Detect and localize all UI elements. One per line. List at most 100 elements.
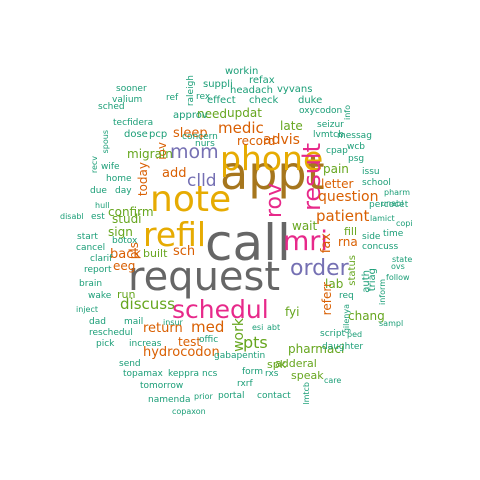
word-fill: fill	[344, 225, 358, 238]
word-valium: valium	[112, 95, 143, 105]
word-wife: wife	[101, 162, 120, 172]
word-sch: sch	[173, 244, 196, 259]
word-today: today	[136, 162, 150, 197]
word-pharmaci: pharmaci	[288, 342, 345, 356]
word-copaxon: copaxon	[172, 407, 206, 416]
word-state: state	[392, 255, 413, 264]
word-pts: pts	[243, 333, 268, 352]
word-vyvans: vyvans	[277, 84, 313, 95]
word-dose: dose	[124, 129, 148, 140]
word-sign: sign	[108, 225, 133, 239]
word-start: start	[77, 232, 98, 242]
word-gilenya: gilenya	[342, 304, 351, 334]
word-adderal: adderal	[275, 357, 317, 370]
word-headach: headach	[230, 85, 273, 96]
word-topamax: topamax	[123, 369, 163, 379]
word-status: status	[347, 255, 358, 286]
word-sleep: sleep	[173, 126, 208, 141]
word-approv: approv	[173, 110, 208, 121]
word-cpap: cpap	[326, 146, 348, 156]
word-fyi: fyi	[285, 305, 300, 319]
word-sched: sched	[98, 102, 125, 112]
word-raleigh: raleigh	[186, 75, 196, 107]
word-med: med	[191, 318, 225, 336]
word-duke: duke	[298, 95, 323, 106]
word-time: time	[383, 229, 404, 239]
word-copi: copi	[396, 219, 413, 228]
word-mri: mri	[283, 226, 328, 257]
word-pick: pick	[96, 339, 115, 349]
word-rov: rov	[262, 183, 287, 219]
word-appt: appt	[220, 146, 325, 200]
word-insur: insur	[163, 318, 183, 327]
word-wake: wake	[88, 291, 112, 301]
word-est: est	[91, 212, 105, 222]
word-lamict: lamict	[370, 214, 395, 223]
word-clld: clld	[187, 171, 217, 191]
word-side: side	[362, 232, 381, 242]
word-recv: recv	[90, 156, 99, 174]
word-psg: psg	[348, 154, 365, 164]
word-call: call	[205, 214, 291, 272]
word-order: order	[290, 256, 349, 281]
word-ovs: ovs	[391, 262, 405, 271]
word-rxs: rxs	[265, 369, 279, 379]
word-add: add	[162, 166, 187, 181]
word-clarif: clarif	[90, 254, 113, 264]
word-messag: messag	[337, 131, 372, 141]
word-mom: mom	[170, 141, 219, 163]
word-migrain: migrain	[127, 147, 173, 161]
word-late: late	[280, 119, 303, 133]
word-percocet: percocet	[369, 200, 409, 210]
word-day: day	[115, 186, 132, 196]
word-form: form	[242, 367, 263, 377]
word-spous: spous	[101, 130, 110, 154]
word-hull: hull	[95, 201, 110, 210]
word-esi: esi	[252, 323, 264, 332]
word-workin: workin	[225, 66, 259, 77]
word-eeg: eeg	[113, 259, 136, 273]
word-keppra: keppra	[168, 369, 200, 379]
word-lab: lab	[325, 277, 344, 291]
word-gabapentin: gabapentin	[214, 351, 266, 361]
word-return: return	[143, 321, 183, 336]
word-tecfidera: tecfidera	[113, 118, 154, 128]
word-speak: speak	[291, 369, 324, 382]
word-dad: dad	[89, 317, 106, 327]
word-chang: chang	[348, 309, 385, 323]
word-abt: abt	[267, 323, 281, 332]
word-concuss: concuss	[362, 242, 399, 252]
word-need: need	[197, 107, 227, 121]
word-sooner: sooner	[116, 84, 147, 94]
word-script: script	[320, 329, 346, 339]
word-ncs: ncs	[202, 369, 218, 379]
word-pain: pain	[323, 162, 349, 176]
word-note: note	[150, 179, 232, 220]
word-work: work	[231, 318, 247, 352]
word-req: req	[339, 291, 354, 301]
word-oxycodon: oxycodon	[299, 106, 343, 116]
word-inform: inform	[378, 279, 387, 305]
word-report: report	[84, 265, 112, 275]
word-triag: triag	[367, 268, 378, 292]
word-care: care	[324, 376, 342, 385]
word-advis: advis	[263, 132, 300, 148]
word-increas: increas	[129, 339, 162, 349]
word-medic: medic	[218, 119, 264, 137]
word-seizur: seizur	[317, 120, 344, 130]
word-phone: phone	[220, 139, 324, 178]
word-check: check	[249, 95, 279, 106]
word-rex: rex	[196, 92, 211, 102]
word-fax: fax	[319, 233, 334, 254]
word-wcb: wcb	[347, 142, 366, 152]
word-ped: ped	[347, 330, 363, 339]
word-spk: spk	[267, 358, 287, 371]
word-hydrocodon: hydrocodon	[143, 345, 220, 360]
word-studi: studi	[112, 212, 142, 226]
word-mail: mail	[124, 317, 144, 327]
word-tomorrow: tomorrow	[140, 381, 184, 391]
word-updat: updat	[227, 106, 262, 120]
word-question: question	[318, 189, 379, 205]
word-brain: brain	[79, 279, 103, 289]
